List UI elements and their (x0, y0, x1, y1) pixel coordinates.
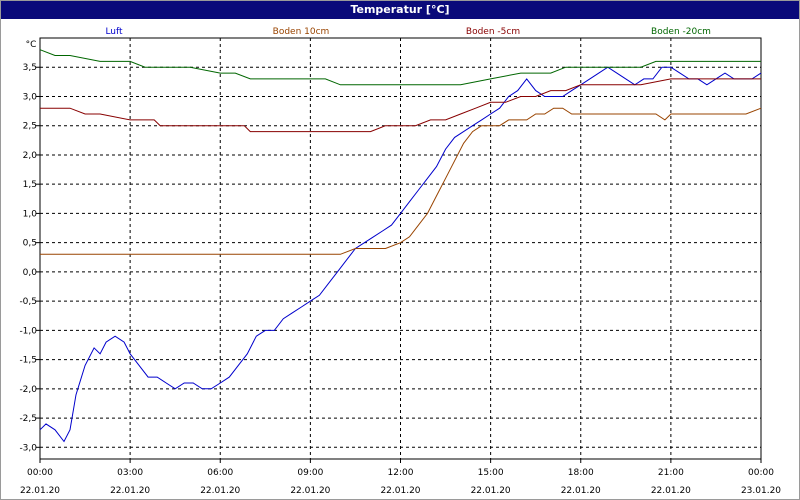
x-tick-date-label: 22.01.20 (561, 486, 601, 496)
y-tick-label: -2,5 (19, 414, 37, 424)
x-tick-date-label: 22.01.20 (20, 486, 60, 496)
series-layer (39, 49, 762, 443)
series-line-boden-5cm (40, 78, 761, 133)
y-tick-label: 2,0 (23, 151, 38, 161)
y-tick-label: -1,5 (19, 356, 37, 366)
legend-entry: Boden 10cm (273, 27, 330, 37)
x-tick-time-label: 09:00 (297, 468, 323, 478)
y-tick-label: -1,0 (19, 326, 37, 336)
x-tick-date-label: 22.01.20 (110, 486, 150, 496)
x-tick-date-label: 22.01.20 (380, 486, 420, 496)
y-tick-label: -2,0 (19, 385, 37, 395)
y-tick-label: 1,5 (23, 180, 37, 190)
y-axis-label: °C (26, 40, 37, 50)
y-tick-label: 0,5 (23, 239, 37, 249)
x-tick-time-label: 21:00 (658, 468, 684, 478)
x-tick-time-label: 12:00 (388, 468, 414, 478)
x-tick-time-label: 06:00 (207, 468, 233, 478)
chart-title: Temperatur [°C] (1, 1, 799, 19)
y-tick-label: -0,5 (19, 297, 37, 307)
x-tick-date-label: 22.01.20 (651, 486, 691, 496)
series-line-luft (39, 66, 762, 443)
x-tick-time-label: 15:00 (478, 468, 504, 478)
x-tick-time-label: 03:00 (117, 468, 143, 478)
x-tick-date-label: 22.01.20 (200, 486, 240, 496)
x-tick-date-label: 23.01.20 (741, 486, 781, 496)
y-tick-label: 1,0 (23, 209, 38, 219)
legend-entry: Luft (105, 27, 123, 37)
series-line-boden-10cm (40, 107, 762, 255)
y-tick-label: 2,5 (23, 122, 37, 132)
y-tick-label: 3,0 (23, 92, 38, 102)
y-tick-label: -3,0 (19, 443, 37, 453)
x-tick-time-label: 18:00 (568, 468, 594, 478)
grid-layer (40, 38, 761, 459)
y-tick-label: 3,5 (23, 63, 37, 73)
x-tick-date-label: 22.01.20 (471, 486, 511, 496)
legend-entry: Boden -5cm (466, 27, 520, 37)
axis-layer: 00:00 22.01.20 03:00 22.01.20 06:00 22.01.20 0… (19, 37, 781, 496)
x-tick-time-label: 00:00 (748, 468, 774, 478)
y-tick-label: 0,0 (23, 268, 38, 278)
x-tick-date-label: 22.01.20 (290, 486, 330, 496)
series-line-boden-20cm (39, 49, 761, 86)
legend-entry: Boden -20cm (651, 27, 711, 37)
legend: Luft Boden 10cm Boden -5cm Boden -20cm (105, 27, 711, 37)
x-tick-time-label: 00:00 (27, 468, 53, 478)
